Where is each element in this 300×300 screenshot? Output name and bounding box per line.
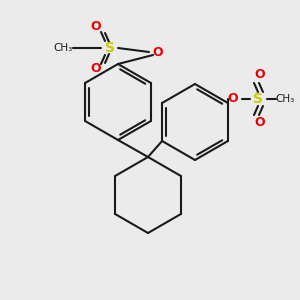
Text: S: S <box>105 41 115 55</box>
Text: CH₃: CH₃ <box>275 94 295 104</box>
Text: O: O <box>228 92 238 106</box>
Text: O: O <box>255 116 265 130</box>
Text: S: S <box>253 92 263 106</box>
Text: CH₃: CH₃ <box>53 43 73 53</box>
Text: O: O <box>153 46 163 59</box>
Text: O: O <box>91 62 101 76</box>
Text: O: O <box>91 20 101 34</box>
Text: O: O <box>255 68 265 82</box>
